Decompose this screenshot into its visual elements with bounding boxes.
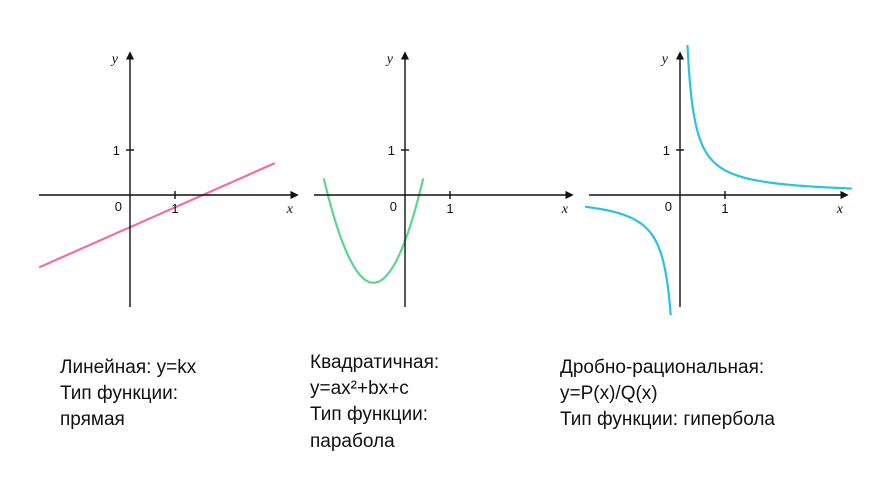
svg-text:y: y xyxy=(385,52,394,67)
svg-text:0: 0 xyxy=(115,199,122,214)
chart-panel-quadratic: x y 0 1 1 xyxy=(310,45,580,315)
chart-panel-rational: x y 0 1 1 xyxy=(585,45,855,315)
svg-text:x: x xyxy=(561,202,569,217)
chart-svg-quadratic: x y 0 1 1 xyxy=(310,45,580,315)
svg-text:x: x xyxy=(286,202,294,217)
svg-text:1: 1 xyxy=(446,201,453,216)
svg-text:y: y xyxy=(110,52,119,67)
caption-rational: Дробно-рациональная: y=P(x)/Q(x) Тип фун… xyxy=(560,355,775,434)
svg-text:y: y xyxy=(660,52,669,67)
chart-svg-rational: x y 0 1 1 xyxy=(585,45,855,315)
svg-text:1: 1 xyxy=(171,201,178,216)
svg-text:0: 0 xyxy=(390,199,397,214)
chart-page: x y 0 1 1 Линейная: y=kx Тип функции: прямая x… xyxy=(0,0,880,502)
chart-svg-linear: x y 0 1 1 xyxy=(35,45,305,315)
svg-text:x: x xyxy=(836,202,844,217)
chart-panel-linear: x y 0 1 1 xyxy=(35,45,305,315)
svg-text:1: 1 xyxy=(663,143,670,158)
svg-text:1: 1 xyxy=(113,143,120,158)
caption-linear: Линейная: y=kx Тип функции: прямая xyxy=(60,355,196,434)
svg-text:1: 1 xyxy=(388,143,395,158)
svg-text:1: 1 xyxy=(721,201,728,216)
caption-quadratic: Квадратичная: y=ax²+bx+c Тип функции: па… xyxy=(310,350,439,455)
svg-text:0: 0 xyxy=(665,199,672,214)
